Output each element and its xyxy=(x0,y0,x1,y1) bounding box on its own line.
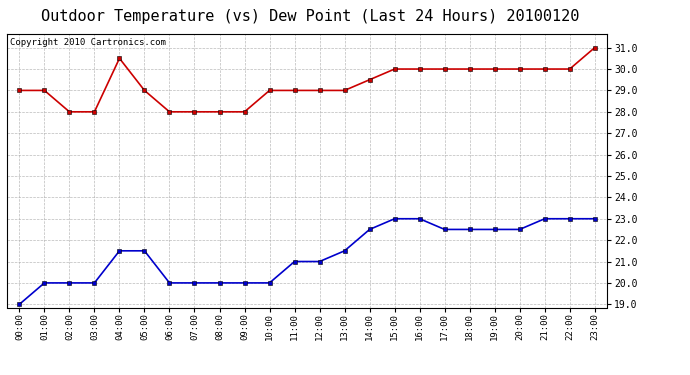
Text: Copyright 2010 Cartronics.com: Copyright 2010 Cartronics.com xyxy=(10,38,166,47)
Text: Outdoor Temperature (vs) Dew Point (Last 24 Hours) 20100120: Outdoor Temperature (vs) Dew Point (Last… xyxy=(41,9,580,24)
